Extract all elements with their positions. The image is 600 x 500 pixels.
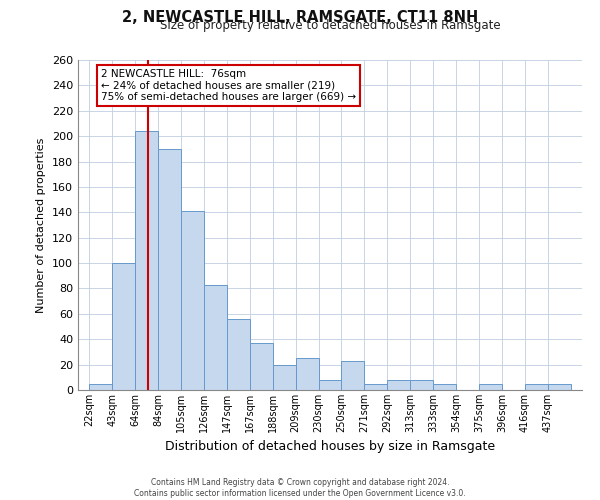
Bar	[204, 284, 227, 390]
Bar	[158, 149, 181, 390]
Text: Contains HM Land Registry data © Crown copyright and database right 2024.
Contai: Contains HM Land Registry data © Crown c…	[134, 478, 466, 498]
Bar	[273, 364, 296, 390]
Text: 2, NEWCASTLE HILL, RAMSGATE, CT11 8NH: 2, NEWCASTLE HILL, RAMSGATE, CT11 8NH	[122, 10, 478, 25]
Bar	[341, 361, 364, 390]
Bar	[364, 384, 387, 390]
Bar	[112, 263, 135, 390]
Bar	[525, 384, 548, 390]
Bar	[410, 380, 433, 390]
Bar	[319, 380, 341, 390]
Bar	[181, 211, 204, 390]
Bar	[296, 358, 319, 390]
Bar	[135, 131, 158, 390]
Bar	[433, 384, 456, 390]
Bar	[479, 384, 502, 390]
Bar	[548, 384, 571, 390]
Bar	[387, 380, 410, 390]
Title: Size of property relative to detached houses in Ramsgate: Size of property relative to detached ho…	[160, 20, 500, 32]
Y-axis label: Number of detached properties: Number of detached properties	[37, 138, 46, 312]
Bar	[250, 343, 273, 390]
X-axis label: Distribution of detached houses by size in Ramsgate: Distribution of detached houses by size …	[165, 440, 495, 454]
Bar	[89, 384, 112, 390]
Bar	[227, 319, 250, 390]
Text: 2 NEWCASTLE HILL:  76sqm
← 24% of detached houses are smaller (219)
75% of semi-: 2 NEWCASTLE HILL: 76sqm ← 24% of detache…	[101, 69, 356, 102]
